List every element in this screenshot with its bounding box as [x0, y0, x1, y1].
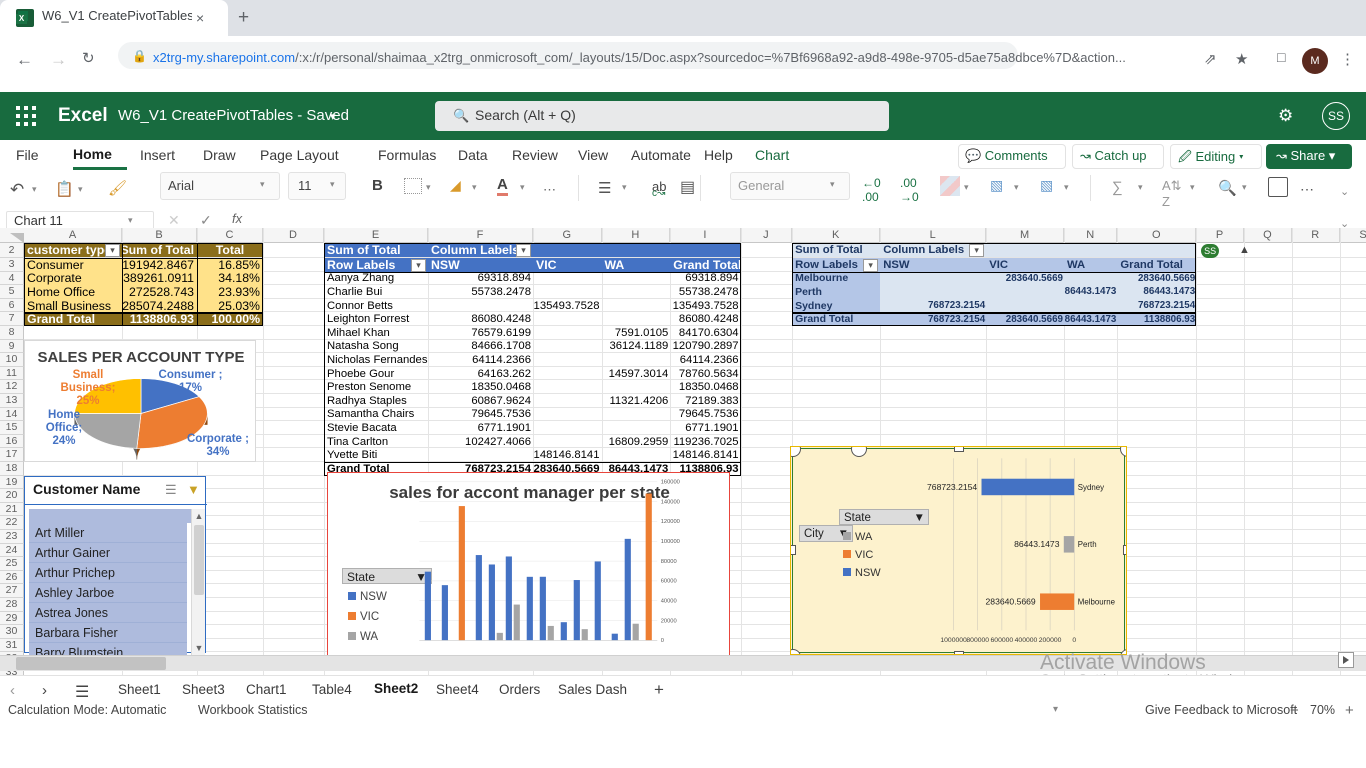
svg-text:1000000: 1000000 [940, 637, 967, 644]
svg-text:100000: 100000 [661, 539, 680, 545]
svg-text:768723.2154: 768723.2154 [927, 482, 977, 492]
svg-text:86443.1473: 86443.1473 [1014, 539, 1060, 549]
svg-text:800000: 800000 [966, 637, 989, 644]
svg-text:0: 0 [1072, 637, 1076, 644]
svg-text:600000: 600000 [991, 637, 1014, 644]
svg-text:120000: 120000 [661, 519, 680, 525]
svg-text:40000: 40000 [661, 599, 677, 605]
svg-text:140000: 140000 [661, 499, 680, 505]
svg-text:80000: 80000 [661, 559, 677, 565]
svg-text:20000: 20000 [661, 618, 677, 624]
svg-text:200000: 200000 [1039, 637, 1062, 644]
svg-text:Sydney: Sydney [1078, 483, 1104, 492]
svg-text:0: 0 [661, 638, 664, 644]
svg-text:Perth: Perth [1078, 540, 1097, 549]
svg-text:60000: 60000 [661, 579, 677, 585]
svg-text:283640.5669: 283640.5669 [986, 597, 1036, 607]
svg-text:Melbourne: Melbourne [1078, 598, 1116, 607]
svg-text:400000: 400000 [1015, 637, 1038, 644]
svg-text:160000: 160000 [661, 480, 680, 486]
